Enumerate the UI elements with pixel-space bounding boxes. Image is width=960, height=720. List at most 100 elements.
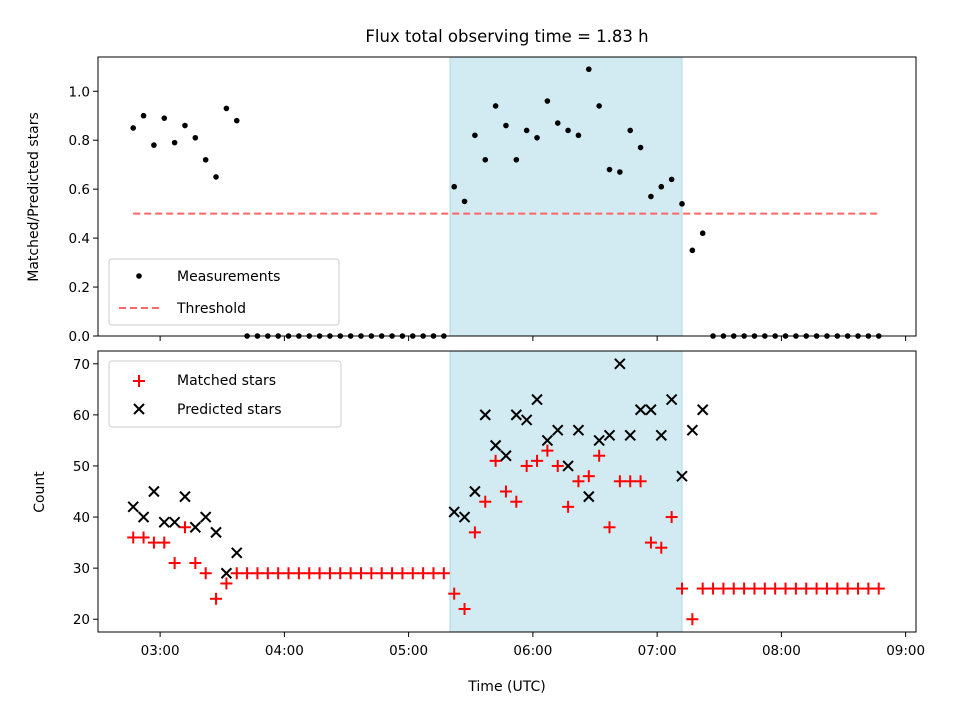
- matched-star-point: [520, 459, 533, 472]
- matched-star-point: [210, 592, 223, 605]
- measurement-point: [586, 66, 592, 73]
- matched-star-point: [872, 582, 885, 595]
- matched-star-point: [727, 582, 740, 595]
- legend-measurements-label: Measurements: [177, 269, 280, 285]
- matched-star-point: [551, 459, 564, 472]
- top-legend-box: [108, 258, 340, 326]
- legend-threshold-label: Threshold: [176, 301, 246, 317]
- x-tick-label: 04:00: [265, 643, 304, 659]
- matched-star-point: [158, 536, 171, 549]
- matched-star-point: [178, 521, 191, 534]
- matched-star-point: [810, 582, 823, 595]
- matched-star-point: [582, 470, 595, 483]
- predicted-star-point: [510, 409, 523, 421]
- measurement-point: [461, 198, 468, 205]
- predicted-star-point: [552, 424, 564, 436]
- matched-star-point: [189, 557, 202, 570]
- matched-star-point: [282, 567, 295, 580]
- matched-star-point: [199, 567, 212, 580]
- y-tick-label: 0.4: [69, 231, 90, 247]
- matched-star-point: [820, 582, 833, 595]
- x-axis-label: Time (UTC): [467, 679, 545, 695]
- y-tick-label: 0.6: [69, 182, 90, 198]
- top-legend: Measurements Threshold: [108, 258, 340, 326]
- matched-star-point: [303, 567, 316, 580]
- bottom-panel: 20 30 40 50 60 70 03:00 04:00 05:00 06:00 07:00 08…: [32, 350, 925, 695]
- predicted-star-point: [686, 424, 699, 436]
- measurement-point: [596, 103, 602, 109]
- measurement-point: [554, 120, 561, 126]
- matched-star-point: [665, 511, 678, 524]
- y-tick-label: 30: [73, 561, 90, 577]
- matched-star-point: [779, 582, 792, 595]
- predicted-star-point: [634, 404, 647, 416]
- measurement-point: [689, 247, 696, 254]
- x-tick-label: 07:00: [638, 643, 677, 659]
- matched-star-point: [686, 613, 699, 626]
- matched-star-point: [572, 475, 585, 488]
- matched-star-point: [862, 582, 875, 595]
- chart-title: Flux total observing time = 1.83 h: [365, 27, 648, 46]
- predicted-star-point: [572, 424, 585, 436]
- measurement-point: [544, 98, 551, 104]
- matched-star-point: [406, 567, 419, 580]
- matched-star-point: [831, 582, 844, 595]
- matched-star-point: [489, 454, 502, 467]
- predicted-star-point: [665, 393, 678, 406]
- matched-star-point: [510, 495, 523, 508]
- x-tick-label: 05:00: [389, 643, 428, 659]
- predicted-star-point: [500, 450, 512, 462]
- measurement-point: [617, 169, 623, 175]
- measurement-point: [233, 117, 240, 124]
- matched-star-point: [499, 485, 512, 498]
- measurement-point: [679, 201, 685, 207]
- matched-star-point: [437, 567, 450, 580]
- matched-star-point: [427, 567, 440, 580]
- predicted-star-point: [479, 409, 491, 421]
- matched-star-point: [127, 531, 140, 544]
- measurement-point: [699, 230, 706, 237]
- matched-star-point: [344, 567, 357, 580]
- matched-star-point: [323, 567, 336, 580]
- top-panel: 0.0 0.2 0.4 0.6 0.8 1.0 Matched/Predicted sta…: [26, 56, 917, 345]
- matched-star-point: [230, 567, 243, 580]
- matched-star-point: [769, 582, 782, 595]
- measurement-point: [492, 103, 499, 109]
- matched-star-point: [675, 582, 688, 595]
- legend-matched-marker: [133, 375, 145, 387]
- y-tick-label: 20: [73, 612, 90, 628]
- legend-predicted-marker: [133, 403, 145, 415]
- matched-star-point: [261, 567, 274, 580]
- legend-predicted-label: Predicted stars: [177, 402, 282, 418]
- matched-star-point: [365, 567, 378, 580]
- measurement-point: [627, 127, 634, 134]
- predicted-star-point: [168, 516, 181, 528]
- measurement-point: [606, 166, 613, 173]
- predicted-star-point: [199, 511, 212, 523]
- measurement-point: [151, 142, 157, 148]
- y-tick-label: 1.0: [69, 84, 90, 100]
- matched-star-point: [789, 582, 802, 595]
- measurement-point: [648, 193, 654, 200]
- matched-star-point: [613, 475, 626, 488]
- predicted-star-point: [189, 521, 202, 533]
- measurement-point: [223, 105, 230, 112]
- predicted-star-point: [448, 506, 460, 518]
- matched-star-point: [800, 582, 813, 595]
- matched-star-point: [386, 567, 399, 580]
- bottom-y-axis-label: Count: [32, 471, 48, 513]
- predicted-star-point: [127, 501, 139, 513]
- matched-star-point: [220, 577, 233, 590]
- predicted-star-point: [531, 393, 543, 406]
- measurement-point: [171, 139, 178, 146]
- predicted-star-point: [231, 547, 243, 559]
- matched-star-point: [147, 536, 160, 549]
- matched-star-point: [758, 582, 771, 595]
- predicted-star-point: [489, 439, 502, 452]
- matched-star-point: [272, 567, 285, 580]
- matched-star-point: [396, 567, 409, 580]
- predicted-star-point: [603, 429, 616, 442]
- measurement-point: [565, 127, 571, 134]
- x-tick-label: 03:00: [141, 643, 180, 659]
